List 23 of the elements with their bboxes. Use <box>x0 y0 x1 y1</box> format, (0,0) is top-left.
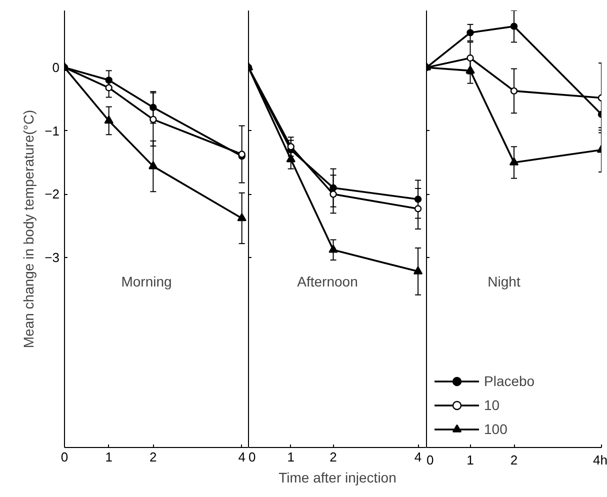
x-tick-label: 1 <box>466 452 474 468</box>
x-tick-label: 0 <box>426 452 434 468</box>
x-tick-label: 4 <box>238 450 246 464</box>
x-tick-label: 2 <box>510 452 518 468</box>
x-tick-label: 2 <box>330 450 337 464</box>
y-tick-label: −3 <box>44 250 60 265</box>
annotation: Night <box>488 273 520 290</box>
legend-label: 100 <box>484 421 508 437</box>
x-tick-label: 4 <box>414 450 422 464</box>
y-tick-label: −1 <box>44 123 60 138</box>
y-tick-label: −2 <box>44 186 60 202</box>
x-tick-label: 1 <box>287 450 294 464</box>
x-tick-label: 1 <box>105 450 112 464</box>
legend-label: Placebo <box>484 373 535 389</box>
annotation: Afternoon <box>297 273 358 290</box>
y-tick-label: 0 <box>52 60 60 75</box>
x-tick-label: 2 <box>150 450 157 464</box>
x-tick-label: 4h <box>593 452 607 468</box>
annotation: Morning <box>121 273 172 290</box>
legend-label: 10 <box>484 397 501 413</box>
x-tick-label: 0 <box>248 450 256 464</box>
x-axis-title: Time after injection <box>278 470 396 486</box>
y-axis-title: Mean change in body temperature(°C) <box>20 110 37 348</box>
